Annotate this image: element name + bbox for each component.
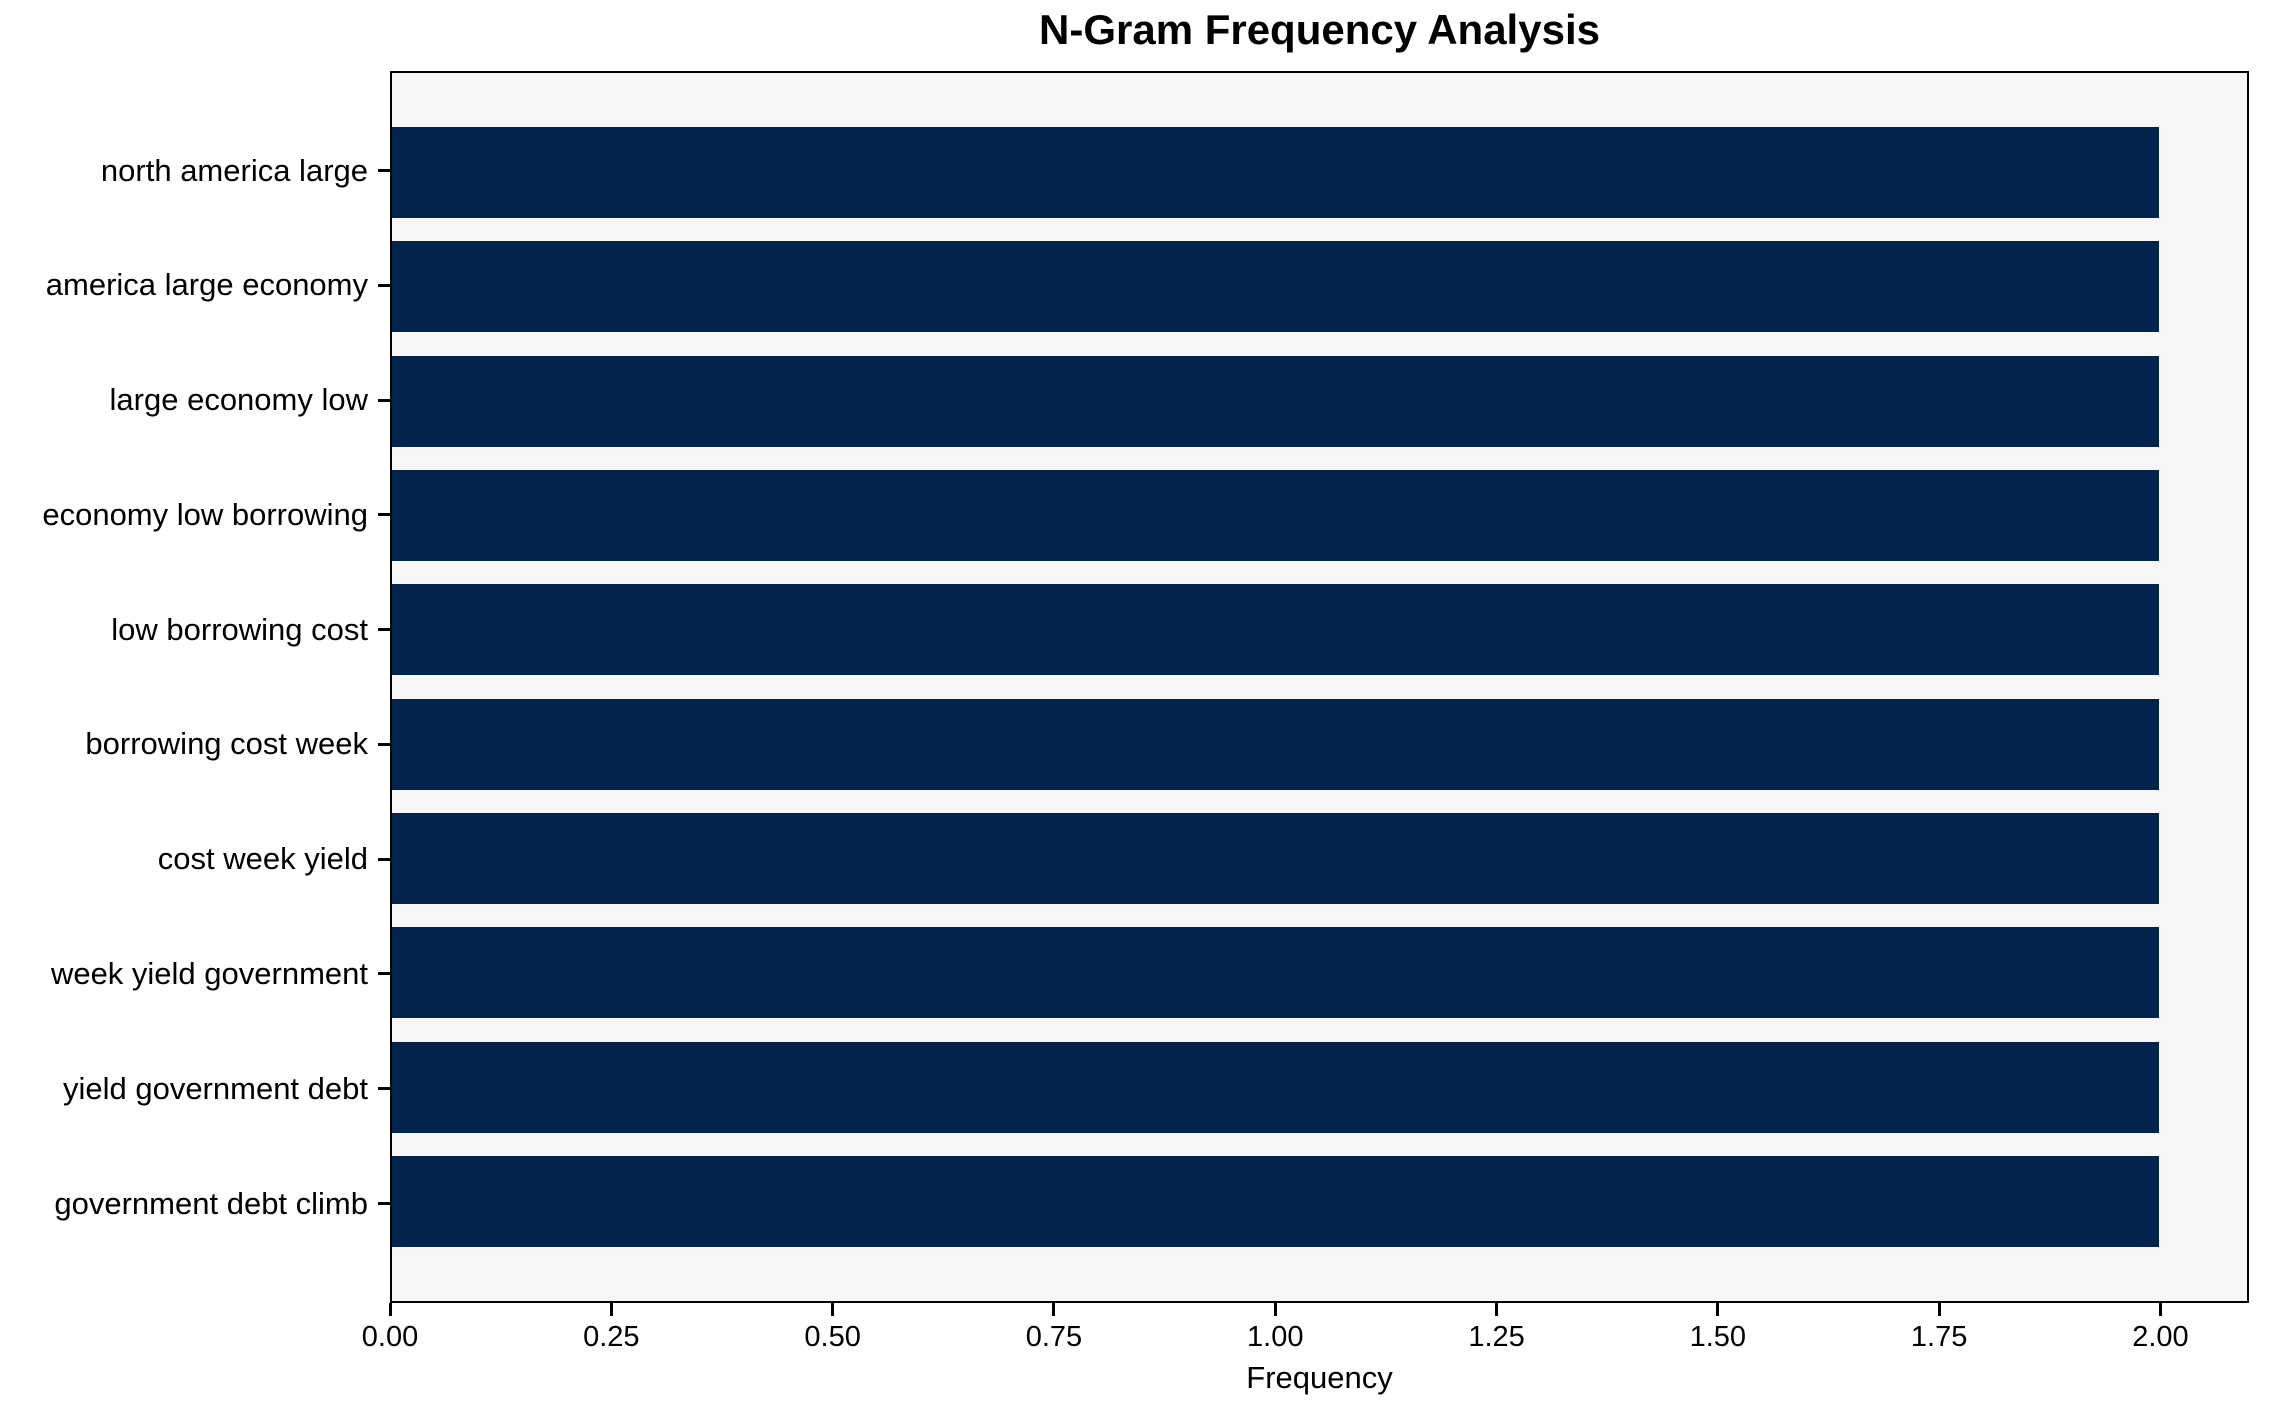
chart-title: N-Gram Frequency Analysis (1039, 6, 1600, 53)
x-axis: 0.00 0.25 0.50 0.75 1.00 1.25 1.50 1.75 2.00 (0, 1303, 2269, 1413)
y-tick (378, 742, 390, 746)
x-tick-label: 1.25 (1468, 1321, 1525, 1353)
y-tick-label: low borrowing cost (111, 611, 368, 647)
x-tick-label: 0.25 (583, 1321, 640, 1353)
x-tick (1495, 1303, 1499, 1316)
bar (392, 1041, 2159, 1133)
bar (392, 584, 2159, 676)
x-tick-label: 1.00 (1247, 1321, 1304, 1353)
y-tick-label: north america large (100, 152, 368, 188)
y-tick-label: week yield government (50, 955, 368, 991)
y-tick-label: economy low borrowing (42, 496, 368, 532)
bar (392, 355, 2159, 447)
plot-area (390, 71, 2249, 1303)
bar (392, 1155, 2159, 1247)
y-tick (378, 972, 390, 976)
y-tick-label: yield government debt (62, 1070, 368, 1106)
y-tick (378, 283, 390, 287)
x-tick-label: 2.00 (2132, 1321, 2189, 1353)
y-tick-label: government debt climb (54, 1185, 368, 1221)
y-tick-label: america large economy (45, 267, 368, 303)
x-tick (2158, 1303, 2162, 1316)
bar (392, 927, 2159, 1019)
y-tick-label: cost week yield (157, 841, 368, 877)
bar (392, 698, 2159, 790)
bar (392, 127, 2159, 218)
x-tick (831, 1303, 835, 1316)
bar (392, 812, 2159, 904)
x-tick-label: 0.75 (1025, 1321, 1083, 1353)
x-tick-label: 0.00 (361, 1321, 419, 1353)
x-tick (1052, 1303, 1056, 1316)
y-tick-label: borrowing cost week (85, 726, 368, 762)
y-tick (378, 513, 390, 517)
x-tick (1937, 1303, 1941, 1316)
y-tick (378, 398, 390, 402)
bar (392, 469, 2159, 561)
y-tick (378, 628, 390, 632)
y-tick (378, 1202, 390, 1205)
x-tick-label: 0.50 (804, 1321, 861, 1353)
x-tick-label: 1.75 (1910, 1321, 1968, 1353)
x-tick-label: 1.50 (1689, 1321, 1747, 1353)
x-tick (388, 1303, 392, 1316)
y-tick (378, 857, 390, 861)
y-tick (378, 169, 390, 172)
x-tick (1273, 1303, 1277, 1316)
y-tick (378, 1087, 390, 1091)
y-axis: north america large america large economy… (0, 71, 390, 1303)
x-tick (609, 1303, 613, 1316)
y-tick-label: large economy low (109, 382, 368, 418)
bars-container (392, 73, 2247, 1301)
x-axis-title: Frequency (1246, 1360, 1393, 1395)
bar (392, 241, 2159, 333)
x-tick (1716, 1303, 1720, 1316)
